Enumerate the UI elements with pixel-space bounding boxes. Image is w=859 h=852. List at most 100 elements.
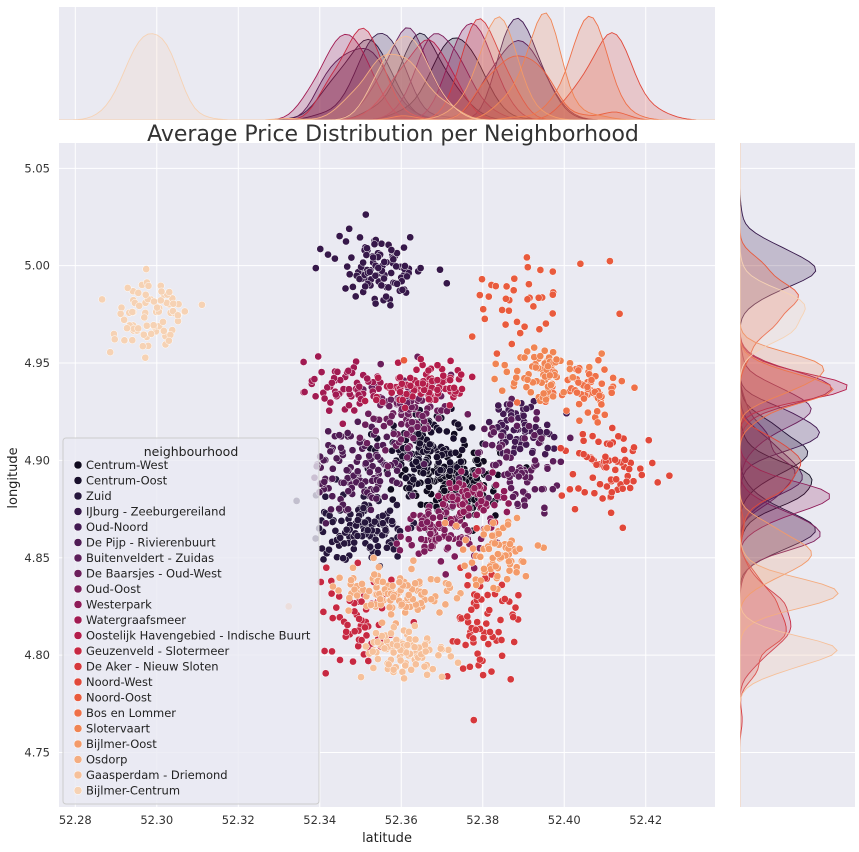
- scatter-point: [355, 275, 364, 283]
- scatter-point: [548, 290, 557, 299]
- scatter-point: [378, 519, 387, 528]
- scatter-point: [340, 539, 349, 548]
- scatter-point: [420, 425, 429, 433]
- scatter-point: [159, 327, 168, 335]
- scatter-point: [356, 233, 364, 242]
- scatter-point: [548, 485, 557, 494]
- x-tick-label: 52.40: [548, 813, 581, 827]
- scatter-point: [404, 591, 413, 599]
- scatter-point: [428, 665, 437, 673]
- scatter-point: [519, 487, 528, 496]
- scatter-point: [337, 443, 345, 452]
- scatter-point: [343, 262, 352, 271]
- legend-label: Oud-Noord: [86, 520, 148, 534]
- scatter-point: [344, 606, 353, 615]
- scatter-point: [328, 474, 337, 483]
- scatter-point: [347, 576, 355, 585]
- legend-label: Bijlmer-Centrum: [86, 784, 180, 798]
- scatter-point: [326, 447, 335, 456]
- scatter-point: [537, 434, 546, 443]
- scatter-point: [386, 506, 394, 515]
- right-marginal-grid: [740, 167, 855, 753]
- x-tick-label: 52.36: [385, 813, 418, 827]
- scatter-point: [513, 422, 521, 430]
- scatter-point: [404, 535, 413, 544]
- scatter-point: [384, 462, 392, 471]
- main-grid: [59, 143, 715, 807]
- scatter-point: [597, 400, 606, 409]
- scatter-point: [393, 501, 401, 509]
- scatter-point: [540, 346, 549, 355]
- scatter-point: [529, 302, 538, 311]
- scatter-point: [597, 349, 606, 358]
- scatter-point: [372, 485, 381, 494]
- scatter-point: [406, 374, 415, 382]
- scatter-point: [423, 670, 431, 679]
- legend-label: Gaasperdam - Driemond: [86, 768, 228, 782]
- scatter-point: [487, 667, 496, 676]
- scatter-point: [383, 470, 392, 478]
- scatter-point: [377, 281, 386, 290]
- x-tick-label: 52.30: [140, 813, 173, 827]
- scatter-point: [505, 566, 514, 575]
- scatter-point: [402, 430, 411, 438]
- scatter-point: [440, 526, 449, 534]
- scatter-point: [382, 433, 391, 441]
- scatter-point: [322, 563, 331, 572]
- scatter-point: [425, 440, 434, 449]
- scatter-point: [401, 262, 409, 270]
- scatter-point: [361, 210, 370, 219]
- scatter-point: [434, 534, 443, 543]
- scatter-point: [345, 270, 354, 279]
- scatter-point: [341, 284, 350, 293]
- scatter-point: [500, 361, 509, 369]
- y-tick-label: 4.85: [24, 551, 50, 565]
- scatter-point: [327, 589, 336, 598]
- scatter-point: [451, 448, 460, 457]
- scatter-point: [373, 548, 382, 557]
- scatter-point: [625, 465, 634, 473]
- scatter-point: [380, 258, 389, 266]
- scatter-point: [575, 400, 583, 408]
- scatter-point: [400, 356, 408, 365]
- scatter-point: [513, 318, 521, 326]
- scatter-point: [331, 254, 339, 263]
- scatter-point: [436, 466, 445, 475]
- top-kde-curve: [59, 37, 715, 120]
- scatter-point: [332, 390, 340, 399]
- scatter-point: [494, 529, 503, 538]
- scatter-point: [550, 444, 558, 453]
- legend-marker: [73, 538, 83, 547]
- scatter-point: [453, 594, 461, 603]
- scatter-point: [299, 358, 308, 366]
- scatter-point: [446, 376, 454, 384]
- scatter-point: [549, 348, 557, 357]
- scatter-point: [456, 457, 465, 466]
- scatter-point: [396, 532, 405, 541]
- right-kde-curve: [740, 143, 802, 807]
- scatter-point: [444, 646, 453, 654]
- scatter-point: [353, 559, 362, 567]
- legend-marker: [73, 615, 83, 625]
- scatter-point: [424, 366, 433, 375]
- scatter-point: [396, 388, 404, 396]
- top-kde-curve: [59, 32, 715, 120]
- scatter-point: [569, 470, 577, 479]
- scatter-point: [502, 453, 511, 462]
- scatter-point: [376, 595, 385, 604]
- scatter-point: [380, 492, 389, 501]
- scatter-point: [457, 467, 466, 476]
- scatter-point: [355, 382, 364, 391]
- scatter-point: [509, 286, 518, 295]
- x-tick-label: 52.32: [222, 813, 255, 827]
- scatter-point: [300, 388, 309, 396]
- scatter-point: [500, 595, 509, 603]
- scatter-point: [403, 272, 411, 281]
- scatter-point: [418, 379, 427, 388]
- scatter-point: [339, 479, 348, 487]
- scatter-point: [328, 647, 336, 656]
- scatter-point: [138, 342, 147, 351]
- scatter-point: [523, 375, 532, 384]
- scatter-point: [445, 479, 454, 488]
- scatter-point: [384, 660, 393, 669]
